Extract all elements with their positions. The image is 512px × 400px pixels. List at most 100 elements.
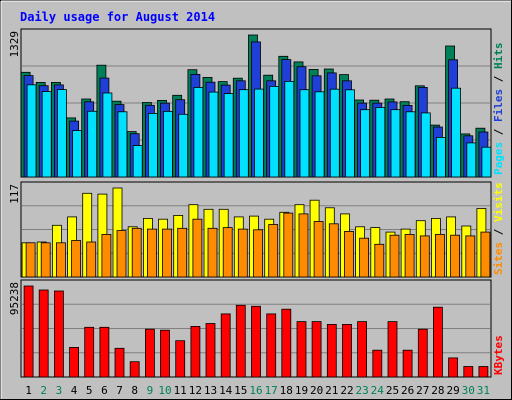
bar-sites-day-30 bbox=[465, 235, 476, 278]
bar-kbytes-day-17 bbox=[266, 313, 277, 378]
bar-pages-day-25 bbox=[390, 109, 401, 178]
legend-separator: / bbox=[492, 222, 505, 242]
bar-kbytes-day-18 bbox=[281, 308, 292, 378]
bar-kbytes-day-19 bbox=[296, 321, 307, 378]
bar-pages-day-12 bbox=[193, 87, 204, 178]
bar-pages-day-30 bbox=[466, 142, 477, 178]
bar-kbytes-day-23 bbox=[357, 321, 368, 378]
bar-sites-day-23 bbox=[359, 237, 370, 278]
bar-kbytes-day-15 bbox=[235, 304, 246, 378]
bar-pages-day-23 bbox=[360, 109, 371, 178]
bar-pages-day-22 bbox=[345, 89, 355, 178]
x-label-day-11: 11 bbox=[174, 384, 187, 397]
x-label-day-30: 30 bbox=[462, 384, 475, 397]
bar-pages-day-16 bbox=[254, 88, 264, 178]
bar-sites-day-21 bbox=[328, 223, 339, 278]
bar-sites-day-28 bbox=[434, 233, 445, 278]
panel-hits-files-pages: 1329 Pages / Files / Hits bbox=[8, 28, 505, 178]
x-label-day-12: 12 bbox=[189, 384, 202, 397]
bar-pages-day-28 bbox=[435, 136, 446, 178]
bar-kbytes-day-26 bbox=[402, 349, 413, 378]
chart-title: Daily usage for August 2014 bbox=[20, 10, 215, 24]
legend-pages: Pages bbox=[492, 142, 505, 175]
bar-pages-day-4 bbox=[72, 130, 82, 178]
y-max-label: 95238 bbox=[8, 282, 21, 315]
x-label-day-1: 1 bbox=[25, 384, 32, 397]
bar-kbytes-day-9 bbox=[144, 328, 155, 378]
bar-sites-day-7 bbox=[116, 230, 127, 278]
panel-visits-sites: 117 Sites / Visits bbox=[8, 181, 505, 278]
bar-sites-day-18 bbox=[283, 212, 294, 278]
bar-kbytes-day-13 bbox=[205, 323, 216, 378]
bar-sites-day-8 bbox=[131, 227, 142, 278]
panel-kbytes: 95238 KBytes bbox=[8, 279, 505, 378]
x-label-day-21: 21 bbox=[325, 384, 338, 397]
bar-kbytes-day-8 bbox=[129, 361, 140, 378]
bar-kbytes-day-31 bbox=[478, 366, 489, 378]
legend-hits-files-pages: Pages / Files / Hits bbox=[492, 43, 505, 176]
bar-sites-day-5 bbox=[86, 241, 97, 278]
legend-kbytes: KBytes bbox=[492, 335, 505, 375]
bar-pages-day-7 bbox=[117, 111, 128, 178]
bar-sites-day-31 bbox=[480, 231, 491, 278]
bar-sites-day-27 bbox=[419, 235, 430, 278]
bar-kbytes-day-27 bbox=[417, 328, 428, 378]
legend-hits: Hits bbox=[492, 43, 505, 70]
y-max-label: 117 bbox=[8, 184, 21, 204]
bar-pages-day-31 bbox=[481, 146, 492, 178]
x-axis-labels: 1 2 3 4 5 6 7 8 9 10 11 12 13 14 15 16 17 18 19 20 21 22 23 24 2… bbox=[25, 384, 490, 397]
bar-sites-day-10 bbox=[162, 228, 172, 278]
bar-pages-day-3 bbox=[57, 89, 67, 178]
legend-files: Files bbox=[492, 89, 505, 122]
y-max-label: 1329 bbox=[8, 31, 21, 58]
x-label-day-20: 20 bbox=[310, 384, 323, 397]
bar-kbytes-day-5 bbox=[84, 326, 95, 378]
bar-pages-day-9 bbox=[147, 113, 158, 178]
bar-sites-day-6 bbox=[101, 233, 112, 278]
bar-pages-day-13 bbox=[208, 91, 219, 178]
bar-pages-day-21 bbox=[329, 88, 340, 178]
bar-pages-day-20 bbox=[314, 91, 325, 178]
bar-pages-day-10 bbox=[163, 111, 173, 178]
legend-separator: / bbox=[492, 122, 505, 142]
bar-sites-day-13 bbox=[207, 227, 218, 278]
bar-sites-day-24 bbox=[374, 243, 385, 278]
x-label-day-24: 24 bbox=[371, 384, 385, 397]
bar-sites-day-9 bbox=[146, 228, 157, 278]
bar-sites-day-3 bbox=[56, 242, 66, 278]
x-label-day-19: 19 bbox=[295, 384, 308, 397]
bar-sites-day-20 bbox=[313, 221, 324, 278]
bar-kbytes-day-11 bbox=[175, 340, 186, 378]
bar-kbytes-day-29 bbox=[448, 357, 459, 378]
bar-pages-day-17 bbox=[269, 86, 280, 178]
bar-kbytes-day-22 bbox=[342, 323, 352, 378]
bar-sites-day-22 bbox=[344, 230, 354, 278]
bar-pages-day-18 bbox=[284, 81, 295, 178]
x-label-day-27: 27 bbox=[416, 384, 429, 397]
x-label-day-3: 3 bbox=[56, 384, 63, 397]
bar-kbytes-day-14 bbox=[220, 313, 231, 378]
x-label-day-22: 22 bbox=[340, 384, 353, 397]
bar-pages-day-29 bbox=[451, 87, 462, 178]
x-label-day-4: 4 bbox=[71, 384, 78, 397]
bar-sites-day-1 bbox=[25, 242, 36, 278]
bar-pages-day-11 bbox=[178, 113, 189, 178]
x-label-day-29: 29 bbox=[446, 384, 459, 397]
x-label-day-6: 6 bbox=[101, 384, 108, 397]
bar-kbytes-day-16 bbox=[251, 305, 261, 378]
bar-pages-day-27 bbox=[420, 112, 431, 178]
x-label-day-28: 28 bbox=[431, 384, 444, 397]
panels: 1329 Pages / Files / Hits 117 Sites / Visit… bbox=[8, 28, 505, 378]
x-label-day-18: 18 bbox=[280, 384, 293, 397]
legend-sites: Sites bbox=[492, 242, 505, 275]
bar-sites-day-25 bbox=[389, 234, 400, 278]
bar-kbytes-day-7 bbox=[114, 347, 125, 378]
bar-pages-day-19 bbox=[299, 89, 310, 178]
bar-pages-day-26 bbox=[405, 111, 416, 178]
x-label-day-26: 26 bbox=[401, 384, 414, 397]
bar-pages-day-6 bbox=[102, 92, 113, 178]
bar-sites-day-19 bbox=[298, 213, 309, 278]
bar-sites-day-2 bbox=[40, 242, 51, 278]
bar-sites-day-12 bbox=[192, 218, 203, 278]
